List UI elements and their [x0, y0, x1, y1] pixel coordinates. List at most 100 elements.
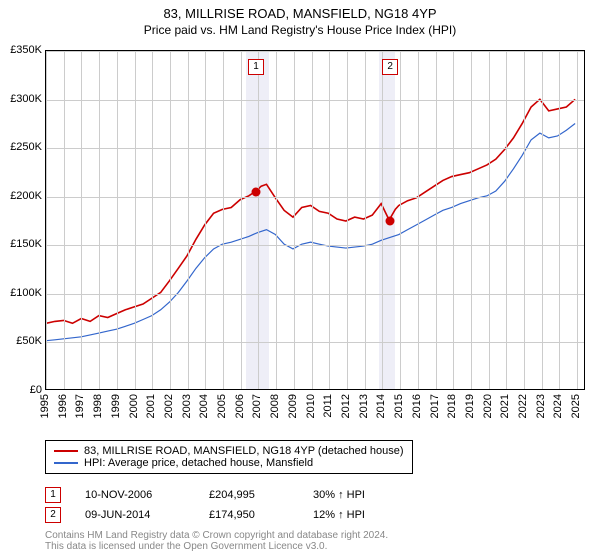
x-tick-label: 2005: [216, 394, 228, 418]
x-tick-label: 2006: [234, 394, 246, 418]
gridline-v: [400, 51, 401, 389]
gridline-v: [489, 51, 490, 389]
x-tick-label: 2003: [181, 394, 193, 418]
x-tick-label: 2016: [411, 394, 423, 418]
footer-line-2: This data is licensed under the Open Gov…: [45, 541, 388, 552]
gridline-v: [188, 51, 189, 389]
legend-swatch: [54, 450, 78, 452]
tx-marker-dot: [386, 217, 395, 226]
gridline-v: [418, 51, 419, 389]
tx-badge: 1: [45, 487, 61, 503]
gridline-h: [46, 245, 584, 246]
gridline-v: [542, 51, 543, 389]
tx-price: £204,995: [209, 489, 289, 501]
legend-label: 83, MILLRISE ROAD, MANSFIELD, NG18 4YP (…: [84, 445, 404, 457]
legend-label: HPI: Average price, detached house, Mans…: [84, 457, 313, 469]
gridline-h: [46, 294, 584, 295]
gridline-v: [152, 51, 153, 389]
gridline-v: [329, 51, 330, 389]
legend-box: 83, MILLRISE ROAD, MANSFIELD, NG18 4YP (…: [45, 440, 413, 474]
transaction-table: 1 10-NOV-2006 £204,995 30% ↑ HPI 2 09-JUN-201…: [45, 485, 365, 525]
x-tick-label: 2015: [393, 394, 405, 418]
x-tick-label: 1995: [39, 394, 51, 418]
tx-date: 10-NOV-2006: [85, 489, 185, 501]
x-tick-label: 2021: [499, 394, 511, 418]
tx-delta: 30% ↑ HPI: [313, 489, 365, 501]
gridline-v: [117, 51, 118, 389]
chart-subtitle: Price paid vs. HM Land Registry's House …: [0, 21, 600, 37]
gridline-v: [64, 51, 65, 389]
tx-badge: 2: [45, 507, 61, 523]
gridline-h: [46, 148, 584, 149]
x-tick-label: 2014: [375, 394, 387, 418]
x-tick-label: 2020: [482, 394, 494, 418]
footer-text: Contains HM Land Registry data © Crown c…: [45, 530, 388, 552]
x-tick-label: 2018: [446, 394, 458, 418]
gridline-h: [46, 51, 584, 52]
x-tick-label: 2011: [322, 394, 334, 418]
x-tick-label: 1997: [74, 394, 86, 418]
x-tick-label: 2022: [517, 394, 529, 418]
tx-date: 09-JUN-2014: [85, 509, 185, 521]
chart-title: 83, MILLRISE ROAD, MANSFIELD, NG18 4YP: [0, 0, 600, 21]
x-tick-label: 2010: [305, 394, 317, 418]
chart-lines-svg: [46, 51, 584, 389]
x-tick-label: 2004: [198, 394, 210, 418]
y-tick-label: £250K: [0, 141, 42, 153]
x-tick-label: 2009: [287, 394, 299, 418]
y-tick-label: £50K: [0, 335, 42, 347]
series-hpi: [46, 123, 575, 340]
x-tick-label: 2023: [535, 394, 547, 418]
gridline-v: [382, 51, 383, 389]
y-tick-label: £350K: [0, 44, 42, 56]
gridline-v: [577, 51, 578, 389]
x-tick-label: 2017: [429, 394, 441, 418]
chart-plot-area: 12: [45, 50, 585, 390]
gridline-v: [453, 51, 454, 389]
legend-item: HPI: Average price, detached house, Mans…: [54, 457, 404, 469]
gridline-v: [241, 51, 242, 389]
gridline-h: [46, 197, 584, 198]
legend-swatch: [54, 462, 78, 464]
tx-price: £174,950: [209, 509, 289, 521]
gridline-v: [135, 51, 136, 389]
gridline-v: [258, 51, 259, 389]
tx-marker-box: 1: [248, 59, 264, 75]
tx-row: 1 10-NOV-2006 £204,995 30% ↑ HPI: [45, 485, 365, 505]
gridline-v: [170, 51, 171, 389]
x-tick-label: 2008: [269, 394, 281, 418]
x-tick-label: 2000: [128, 394, 140, 418]
y-tick-label: £150K: [0, 238, 42, 250]
tx-marker-dot: [251, 187, 260, 196]
x-tick-label: 1998: [92, 394, 104, 418]
y-tick-label: £100K: [0, 287, 42, 299]
gridline-v: [223, 51, 224, 389]
x-tick-label: 2007: [251, 394, 263, 418]
gridline-v: [205, 51, 206, 389]
gridline-v: [524, 51, 525, 389]
x-tick-label: 1999: [110, 394, 122, 418]
tx-delta: 12% ↑ HPI: [313, 509, 365, 521]
tx-marker-box: 2: [382, 59, 398, 75]
tx-row: 2 09-JUN-2014 £174,950 12% ↑ HPI: [45, 505, 365, 525]
gridline-v: [81, 51, 82, 389]
footer-line-1: Contains HM Land Registry data © Crown c…: [45, 530, 388, 541]
x-tick-label: 2001: [145, 394, 157, 418]
gridline-v: [347, 51, 348, 389]
gridline-v: [294, 51, 295, 389]
y-tick-label: £200K: [0, 190, 42, 202]
gridline-v: [276, 51, 277, 389]
gridline-v: [99, 51, 100, 389]
x-tick-label: 2024: [552, 394, 564, 418]
legend-item: 83, MILLRISE ROAD, MANSFIELD, NG18 4YP (…: [54, 445, 404, 457]
gridline-v: [436, 51, 437, 389]
gridline-v: [506, 51, 507, 389]
series-address: [46, 99, 575, 323]
gridline-v: [365, 51, 366, 389]
gridline-v: [312, 51, 313, 389]
y-tick-label: £300K: [0, 93, 42, 105]
x-tick-label: 2025: [570, 394, 582, 418]
gridline-h: [46, 100, 584, 101]
gridline-v: [559, 51, 560, 389]
gridline-h: [46, 342, 584, 343]
